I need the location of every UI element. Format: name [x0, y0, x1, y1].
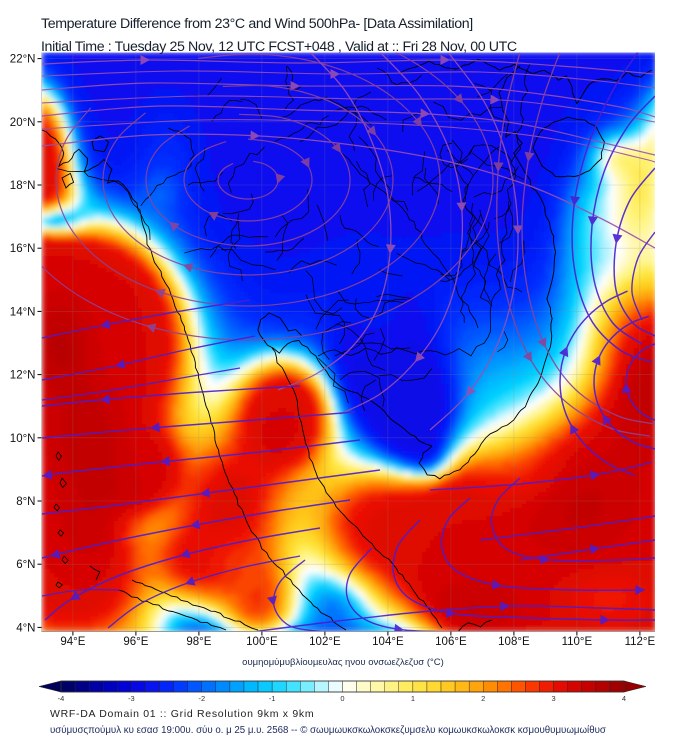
- svg-text:Initial Time : Tuesday 25 Nov,: Initial Time : Tuesday 25 Nov, 12 UTC FC…: [41, 39, 517, 55]
- svg-text:104°E: 104°E: [372, 636, 404, 648]
- svg-text:14°N: 14°N: [10, 306, 36, 318]
- svg-text:4: 4: [622, 694, 626, 703]
- svg-text:-3: -3: [128, 694, 135, 703]
- svg-text:8°N: 8°N: [16, 496, 35, 508]
- svg-text:0: 0: [340, 694, 344, 703]
- svg-text:20°N: 20°N: [10, 117, 36, 129]
- svg-text:94°E: 94°E: [60, 636, 85, 648]
- svg-text:98°E: 98°E: [186, 636, 211, 648]
- svg-text:WRF-DA Domain 01 :: Grid Resol: WRF-DA Domain 01 :: Grid Resolution 9km …: [50, 708, 314, 720]
- svg-text:22°N: 22°N: [10, 54, 36, 66]
- svg-text:112°E: 112°E: [625, 636, 656, 648]
- svg-text:106°E: 106°E: [435, 636, 467, 648]
- svg-text:16°N: 16°N: [10, 243, 36, 255]
- svg-text:10°N: 10°N: [10, 433, 36, 445]
- svg-text:96°E: 96°E: [123, 636, 148, 648]
- svg-text:102°E: 102°E: [309, 636, 341, 648]
- svg-text:6°N: 6°N: [16, 559, 35, 571]
- svg-text:4°N: 4°N: [16, 622, 35, 634]
- svg-text:-4: -4: [58, 694, 65, 703]
- svg-text:12°N: 12°N: [10, 370, 36, 382]
- svg-text:-2: -2: [198, 694, 205, 703]
- svg-text:100°E: 100°E: [246, 636, 278, 648]
- svg-text:υσύμυσςπούμυλ κυ εσασ 19:00υ.: υσύμυσςπούμυλ κυ εσασ 19:00υ. σύυ ο. μ 2…: [50, 725, 606, 736]
- svg-text:110°E: 110°E: [562, 636, 593, 648]
- svg-text:-1: -1: [269, 694, 276, 703]
- svg-text:18°N: 18°N: [10, 180, 36, 192]
- svg-text:108°E: 108°E: [498, 636, 530, 648]
- svg-text:ουμηομύμυβλίουμευλας ηνου ονσω: ουμηομύμυβλίουμευλας ηνου ονσωεζλεζυσ (°…: [242, 657, 444, 668]
- svg-text:2: 2: [481, 694, 485, 703]
- svg-text:1: 1: [411, 694, 415, 703]
- svg-text:Temperature Difference from 23: Temperature Difference from 23°C and Win…: [41, 16, 473, 32]
- svg-text:3: 3: [552, 694, 556, 703]
